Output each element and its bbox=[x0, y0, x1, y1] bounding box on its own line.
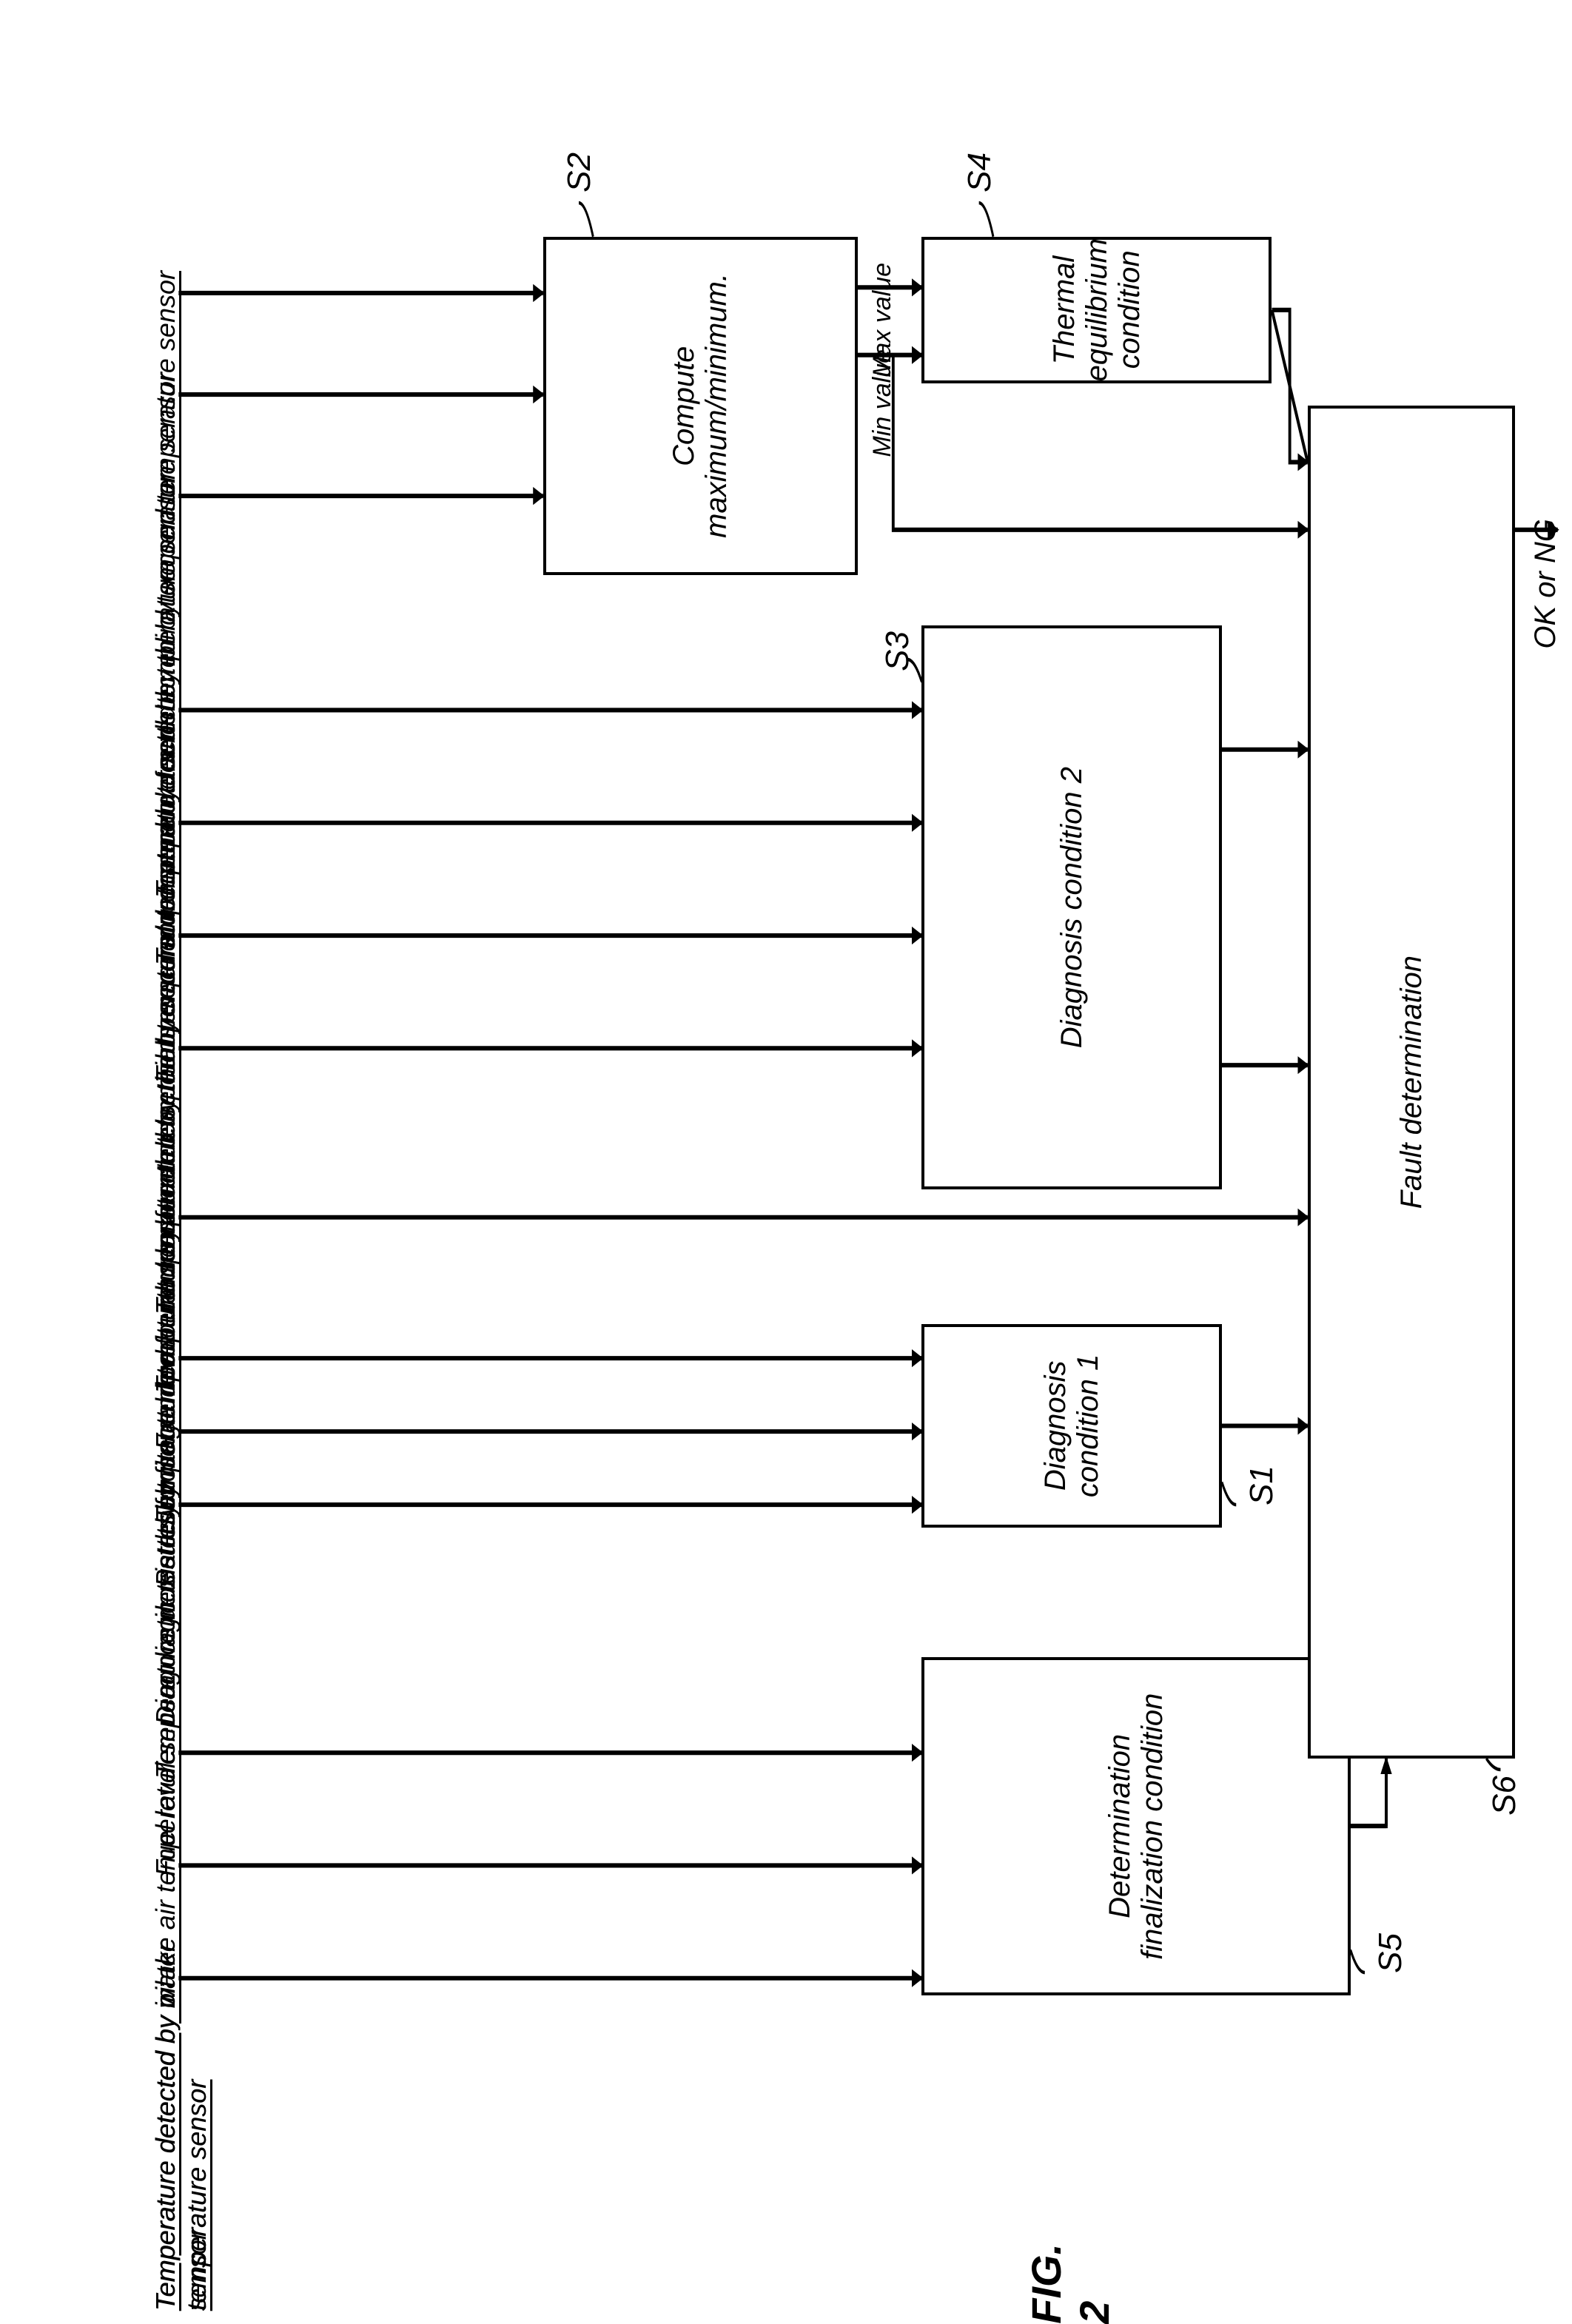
in-s5-2: Temperature detected by oil temperature … bbox=[150, 1955, 212, 2311]
box-s4: Thermal equilibrium condition bbox=[921, 237, 1272, 383]
box-s5-label: Determination finalization condition bbox=[1104, 1660, 1169, 1992]
st-s4: S4 bbox=[961, 152, 998, 192]
st-s1: S1 bbox=[1243, 1465, 1280, 1505]
box-s6-label: Fault determination bbox=[1395, 956, 1428, 1209]
box-s6: Fault determination bbox=[1308, 406, 1515, 1759]
box-s3: Diagnosis condition 2 bbox=[921, 625, 1221, 1189]
st-s6: S6 bbox=[1486, 1776, 1523, 1816]
box-s1-label: Diagnosis condition 1 bbox=[1039, 1327, 1104, 1524]
box-s5: Determination finalization condition bbox=[921, 1657, 1350, 1995]
box-s4-label: Thermal equilibrium condition bbox=[1048, 238, 1146, 381]
box-s3-label: Diagnosis condition 2 bbox=[1055, 767, 1088, 1048]
fig: FIG. 2 bbox=[1022, 2243, 1118, 2324]
st-s3: S3 bbox=[879, 631, 916, 671]
st-s5: S5 bbox=[1372, 1933, 1409, 1973]
lbl-min: Min value bbox=[868, 349, 897, 457]
st-s2: S2 bbox=[561, 152, 598, 192]
diagram-canvas: Compute maximum/minimum. Thermal equilibr… bbox=[0, 0, 1572, 2311]
box-s1: Diagnosis condition 1 bbox=[921, 1324, 1221, 1527]
box-s2-label: Compute maximum/minimum. bbox=[668, 240, 733, 572]
out: OK or NG bbox=[1529, 519, 1562, 649]
box-s2: Compute maximum/minimum. bbox=[543, 237, 858, 575]
